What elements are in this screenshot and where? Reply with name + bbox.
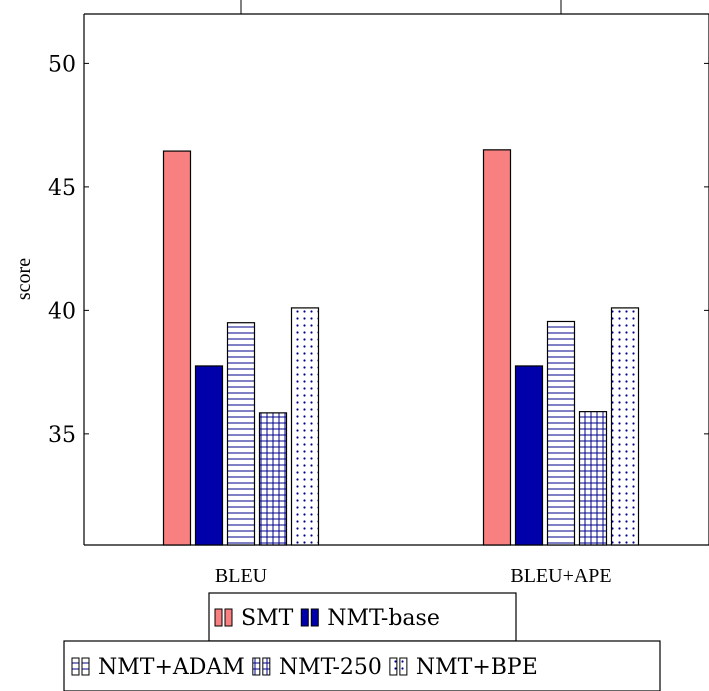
- legend-swatch-nmt-bpe-1: [399, 657, 408, 676]
- legend: SMT NMT-base NMT+ADAM NMT-250 NMT+BPE: [63, 592, 661, 691]
- legend-label-nmt-adam: NMT+ADAM: [98, 655, 245, 680]
- bar-nmt-adam-1: [546, 320, 576, 546]
- y-tick-label-0: 35: [48, 423, 76, 448]
- bar-nmt-250-1: [578, 411, 608, 546]
- bar-nmt-adam-0: [226, 322, 256, 546]
- legend-swatch-nmt-bpe-0: [389, 657, 398, 676]
- legend-box-1: [63, 640, 661, 691]
- bar-nmt-bpe-0: [290, 307, 320, 546]
- y-axis-ticks: 35 40 45 50: [48, 52, 709, 448]
- legend-label-smt: SMT: [241, 606, 294, 631]
- legend-swatch-nmt-base-0: [300, 608, 309, 627]
- legend-swatch-nmt-250-1: [262, 657, 271, 676]
- legend-label-nmt-bpe: NMT+BPE: [416, 655, 538, 680]
- bars: [162, 149, 640, 546]
- bar-nmt-250-0: [258, 412, 288, 546]
- legend-box-0: [208, 592, 517, 642]
- y-tick-label-2: 45: [48, 176, 76, 201]
- y-tick-label-3: 50: [48, 52, 76, 77]
- legend-label-nmt-base: NMT-base: [327, 606, 440, 631]
- legend-swatch-nmt-adam-1: [81, 657, 90, 676]
- x-tick-label-1: BLEU+APE: [510, 565, 611, 587]
- legend-swatch-nmt-250-0: [252, 657, 261, 676]
- legend-swatch-nmt-adam-0: [71, 657, 80, 676]
- x-axis-ticks: BLEU BLEU+APE: [215, 0, 612, 587]
- bar-nmt-bpe-1: [610, 307, 640, 546]
- x-tick-label-0: BLEU: [215, 565, 268, 587]
- bar-nmt-base-1: [514, 365, 544, 546]
- legend-swatch-nmt-base-1: [310, 608, 319, 627]
- bar-smt-1: [482, 149, 512, 546]
- bar-smt-0: [162, 150, 192, 546]
- legend-swatch-smt-0: [214, 608, 223, 627]
- legend-label-nmt-250: NMT-250: [279, 655, 382, 680]
- legend-swatch-smt-1: [224, 608, 233, 627]
- y-tick-label-1: 40: [48, 299, 76, 324]
- y-axis-title: score: [13, 258, 35, 300]
- bar-nmt-base-0: [194, 365, 224, 546]
